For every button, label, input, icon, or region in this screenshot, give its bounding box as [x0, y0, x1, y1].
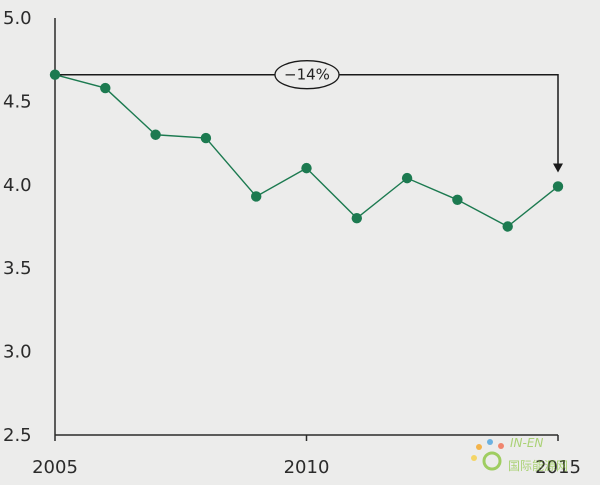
data-point-2008 [200, 132, 212, 144]
y-tick-label: 4.0 [3, 175, 32, 196]
annotation-bracket-line [55, 73, 559, 165]
watermark-logo: IN-EN 国际能源网 [471, 436, 568, 473]
data-point-2009 [251, 191, 262, 202]
watermark-tag: IN-EN [510, 436, 543, 450]
data-point-2013 [452, 194, 463, 206]
data-point-2006 [100, 82, 111, 94]
series-line [54, 74, 559, 228]
y-tick-label: 4.5 [3, 91, 32, 112]
data-point-2005 [49, 69, 61, 80]
x-tick-label: 2010 [284, 457, 330, 478]
sun-icon [471, 439, 504, 471]
y-tick-label: 5.0 [3, 8, 32, 29]
series-points [49, 69, 564, 232]
data-point-2007 [150, 129, 161, 140]
watermark-text: 国际能源网 [508, 459, 568, 473]
data-point-2014 [502, 221, 513, 232]
data-point-2011 [351, 212, 362, 224]
data-point-2010 [301, 162, 312, 174]
y-tick-labels: 5.0 4.5 4.0 3.5 3.0 2.5 [3, 8, 32, 446]
change-annotation: −14% [55, 60, 563, 173]
annotation-arrowhead [553, 163, 563, 173]
x-tick-label: 2015 [535, 457, 581, 478]
x-tick-labels: 2005 2010 2015 [32, 435, 581, 478]
y-tick-label: 3.5 [3, 258, 32, 279]
annotation-label: −14% [284, 66, 330, 84]
annotation-label-ellipse [274, 60, 340, 90]
data-point-2012 [401, 172, 413, 184]
x-tick-label: 2005 [32, 457, 78, 478]
y-tick-label: 2.5 [3, 425, 32, 446]
y-tick-label: 3.0 [3, 342, 32, 363]
data-point-2015 [552, 181, 564, 192]
